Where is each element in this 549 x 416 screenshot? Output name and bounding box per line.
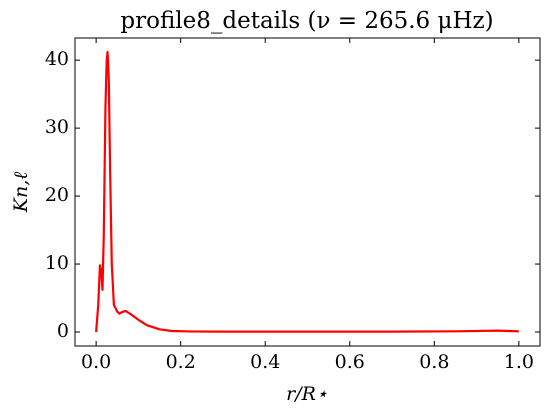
- axes-frame: [74, 37, 541, 347]
- y-axis-label: Kn,ℓ: [10, 172, 32, 213]
- y-tick-label: 10: [45, 252, 69, 274]
- x-axis-label: r/R⋆: [286, 383, 328, 405]
- y-tick-label: 30: [45, 116, 69, 138]
- y-tick-label: 20: [45, 184, 69, 206]
- x-tick-label: 0.0: [81, 351, 111, 373]
- chart-title: profile8_details (ν = 265.6 μHz): [120, 8, 493, 34]
- x-tick-label: 0.6: [335, 351, 365, 373]
- y-tick-label: 0: [57, 320, 69, 342]
- x-tick-label: 0.4: [250, 351, 280, 373]
- x-tick-label: 1.0: [504, 351, 534, 373]
- x-tick-label: 0.2: [166, 351, 196, 373]
- x-tick-label: 0.8: [419, 351, 449, 373]
- y-tick-label: 40: [45, 48, 69, 70]
- line-series: [95, 50, 519, 333]
